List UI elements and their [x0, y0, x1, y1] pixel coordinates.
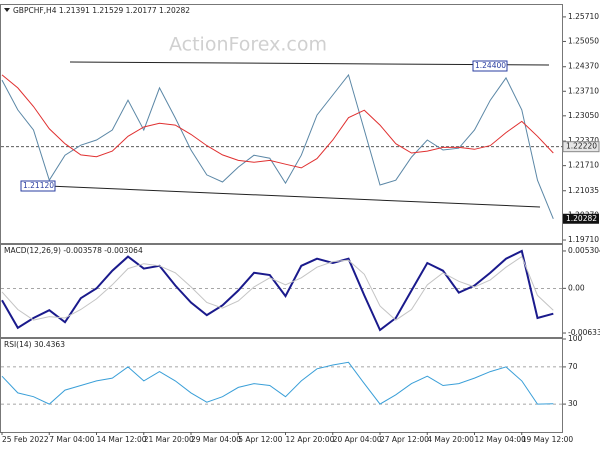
y-tick-label: 1.21710 [568, 161, 599, 170]
y-tick-label: 0.00 [568, 283, 585, 292]
y-tick-label: 1.21035 [568, 186, 599, 195]
y-tick-label: 70 [568, 362, 578, 371]
annotation-label: 1.24400 [475, 61, 506, 70]
last-price-label: 1.20282 [566, 214, 597, 223]
panel-title: GBPCHF,H4 1.21391 1.21529 1.20177 1.2028… [13, 6, 190, 15]
x-tick-label: 12 Apr 20:00 [286, 435, 335, 444]
series-line [1, 361, 554, 405]
y-tick-label: 1.24370 [568, 62, 599, 71]
y-tick-label: 1.22370 [568, 136, 599, 145]
panel-title: RSI(14) 30.4363 [4, 340, 65, 349]
y-tick-label: 1.23710 [568, 86, 599, 95]
last-price-box [563, 213, 599, 224]
collapse-icon [4, 8, 10, 12]
x-tick-label: 4 May 20:00 [427, 435, 474, 444]
y-tick-label: 1.23050 [568, 111, 599, 120]
macd-panel [0, 244, 563, 338]
x-tick-label: 29 Mar 04:00 [191, 435, 241, 444]
x-tick-label: 27 Apr 12:00 [380, 435, 429, 444]
annotation-box [20, 180, 56, 192]
y-tick-label: 1.25710 [568, 12, 599, 21]
support-line [47, 185, 541, 208]
series-line [1, 74, 554, 169]
watermark: ActionForex.com [169, 34, 327, 56]
x-tick-label: 21 Mar 20:00 [144, 435, 194, 444]
series-line [1, 255, 554, 321]
level-box [562, 141, 600, 153]
x-tick-label: 19 May 12:00 [522, 435, 574, 444]
y-tick-label: 1.25050 [568, 36, 599, 45]
series-line [1, 249, 554, 332]
x-tick-label: 14 Mar 12:00 [97, 435, 147, 444]
x-tick-label: 7 Mar 04:00 [49, 435, 95, 444]
price-panel [0, 4, 563, 244]
resistance-line [69, 61, 550, 66]
x-tick-label: 25 Feb 2022 [2, 435, 49, 444]
x-tick-label: 20 Apr 04:00 [333, 435, 382, 444]
panel-title: MACD(12,26,9) -0.003578 -0.003064 [4, 246, 143, 255]
series-line [1, 73, 554, 219]
y-tick-label: 100 [568, 334, 583, 343]
y-tick-label: 0.005304 [568, 246, 600, 255]
x-tick-label: 5 Apr 12:00 [238, 435, 282, 444]
level-label: 1.22220 [566, 142, 597, 151]
y-tick-label: 30 [568, 399, 578, 408]
rsi-panel [0, 338, 563, 433]
y-tick-label: 1.19710 [568, 235, 599, 244]
annotation-label: 1.21120 [23, 181, 54, 190]
y-tick-label: -0.006336 [568, 328, 600, 337]
x-tick-label: 12 May 04:00 [475, 435, 527, 444]
annotation-box [472, 60, 508, 72]
